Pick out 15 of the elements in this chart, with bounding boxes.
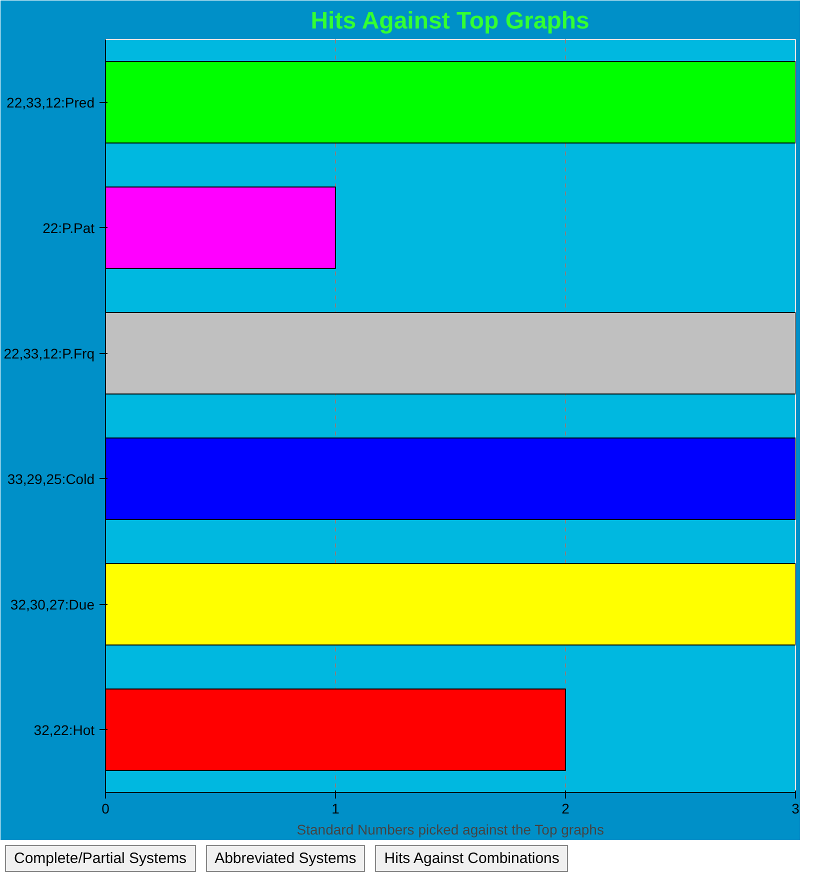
- x-tick-label: 0: [102, 800, 110, 816]
- text: Hits Against Combinations: [384, 849, 560, 869]
- chart-title: Hits Against Top Graphs: [310, 8, 590, 34]
- y-tick-label: 22,33,12:Pred: [6, 94, 95, 110]
- x-axis-title: Standard Numbers picked against the Top graphs: [296, 822, 604, 838]
- x-tick-label: 3: [792, 800, 800, 816]
- x-tick-label: 1: [332, 800, 340, 816]
- y-tick-label: 33,29,25:Cold: [7, 470, 95, 487]
- y-tick-label: 32,22:Hot: [34, 722, 95, 738]
- text: Complete/Partial Systems: [14, 849, 187, 869]
- y-tick-label: 22,33,12:P.Frq: [4, 345, 95, 362]
- y-tick-label: 22:P.Pat: [42, 220, 95, 236]
- y-tick-label: 32,30,27:Due: [10, 596, 95, 612]
- x-tick-label: 2: [562, 800, 570, 816]
- text: Abbreviated Systems: [214, 849, 356, 869]
